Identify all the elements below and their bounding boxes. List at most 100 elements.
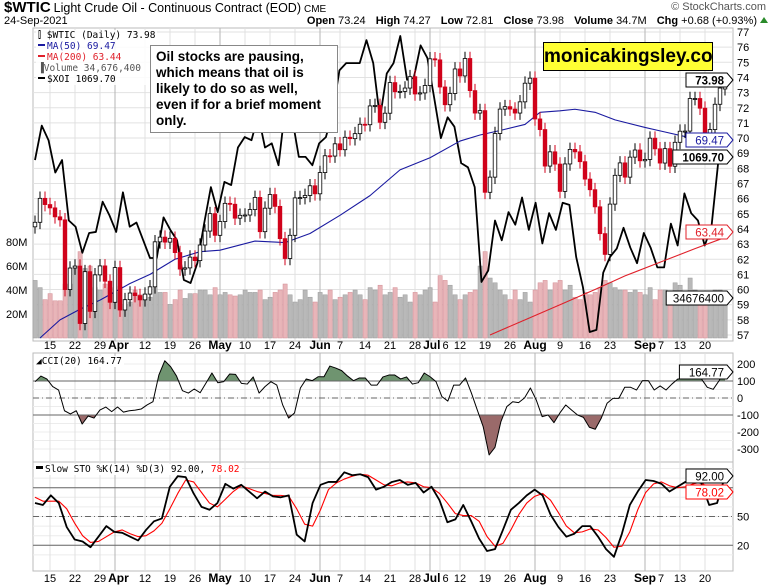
candle-body (407, 76, 413, 89)
candle-body (192, 256, 198, 262)
price-tick-label: 60 (737, 285, 749, 297)
volume-bar (292, 301, 298, 339)
candle (382, 106, 388, 130)
candle (162, 230, 168, 249)
candle-body (662, 148, 668, 164)
candle (307, 178, 313, 203)
volume-tick-label: 40M (6, 285, 27, 297)
volume-bar (627, 292, 633, 339)
candle-body (202, 230, 208, 246)
candle-body (577, 151, 583, 163)
value-tag-box (665, 290, 734, 306)
candle (477, 103, 483, 120)
volume-bar (657, 289, 663, 339)
sto-tick-label: 50 (737, 512, 749, 524)
volume-bar (282, 283, 288, 339)
candle-body (197, 244, 203, 262)
volume-bar (447, 284, 453, 339)
date-tick-label: 15 (44, 573, 56, 585)
candle-body (472, 90, 478, 114)
volume-bar (72, 265, 78, 339)
candle (432, 51, 438, 67)
candle-body (167, 237, 173, 243)
volume-bar (702, 301, 708, 339)
volume-bar (452, 294, 458, 339)
candle (72, 259, 78, 275)
candle (157, 230, 163, 249)
volume-bar (357, 294, 363, 339)
candle-body (642, 159, 648, 162)
candle (582, 154, 588, 186)
volume-bar (637, 292, 643, 339)
ma200-value-tag: 63.44 (685, 224, 734, 240)
price-tick-label: 57 (737, 330, 749, 342)
candle-body (247, 209, 253, 216)
line-swatch-icon (38, 44, 45, 46)
price-tick-label: 59 (737, 300, 749, 312)
price-tick-label: 77 (737, 27, 749, 39)
value-tag-text: 63.44 (695, 228, 724, 240)
candle-body (462, 58, 468, 77)
candle-body (522, 82, 528, 103)
candle-body (527, 77, 533, 84)
cci-tick-label: 100 (737, 376, 755, 388)
candle (622, 156, 628, 184)
candle-body (262, 207, 268, 233)
candle-body (332, 143, 338, 157)
candle-body (602, 233, 608, 255)
candle (607, 197, 613, 262)
candle-body (302, 195, 308, 198)
candle-body (427, 58, 433, 86)
volume-bar (662, 289, 668, 339)
date-tick-label: 20 (699, 573, 711, 585)
volume-bar (592, 292, 598, 339)
candle-body (82, 271, 88, 324)
candle-body (447, 93, 453, 106)
candle-body (282, 238, 288, 259)
candle-body (127, 292, 133, 301)
volume-bar (172, 299, 178, 339)
candle (402, 81, 408, 99)
candle-body (652, 137, 658, 150)
volume-bar (157, 292, 163, 339)
date-tick-label: 14 (359, 340, 371, 352)
candle (327, 148, 333, 163)
candle-body (492, 133, 498, 178)
candle-body (117, 267, 123, 311)
candle (287, 228, 293, 266)
candle (32, 215, 38, 234)
volume-bar (47, 293, 53, 339)
candle (102, 259, 108, 289)
volume-tick-label: 80M (6, 237, 27, 249)
candle-body (267, 194, 273, 209)
stockcharts-watermark: © StockCharts.com (671, 1, 766, 13)
candle (272, 187, 278, 214)
legend-volume: ▐Volume 34,676,400 (38, 63, 141, 74)
volume-bar (327, 289, 333, 339)
volume-bar (197, 289, 203, 339)
candle-body (532, 77, 538, 120)
volume-bar (692, 289, 698, 339)
candle-body (37, 197, 43, 223)
volume-bar (462, 294, 468, 339)
candle (322, 148, 328, 180)
price-tick-label: 58 (737, 315, 749, 327)
candle-body (387, 82, 393, 114)
volume-bar (192, 293, 198, 339)
candle (422, 78, 428, 100)
candle-body (687, 98, 693, 132)
candle (352, 126, 358, 146)
volume-bar (647, 287, 653, 339)
candle-body (372, 105, 378, 107)
date-tick-label: May (208, 571, 232, 585)
candle (222, 196, 228, 229)
volume-bar (382, 294, 388, 339)
candle-body (52, 207, 58, 218)
candle (87, 264, 93, 319)
candle-body (187, 256, 193, 269)
price-tick-label: 61 (737, 269, 749, 281)
candle (567, 142, 573, 171)
volume-bar (102, 283, 108, 339)
candle (242, 208, 248, 223)
price-tick-label: 69 (737, 148, 749, 160)
